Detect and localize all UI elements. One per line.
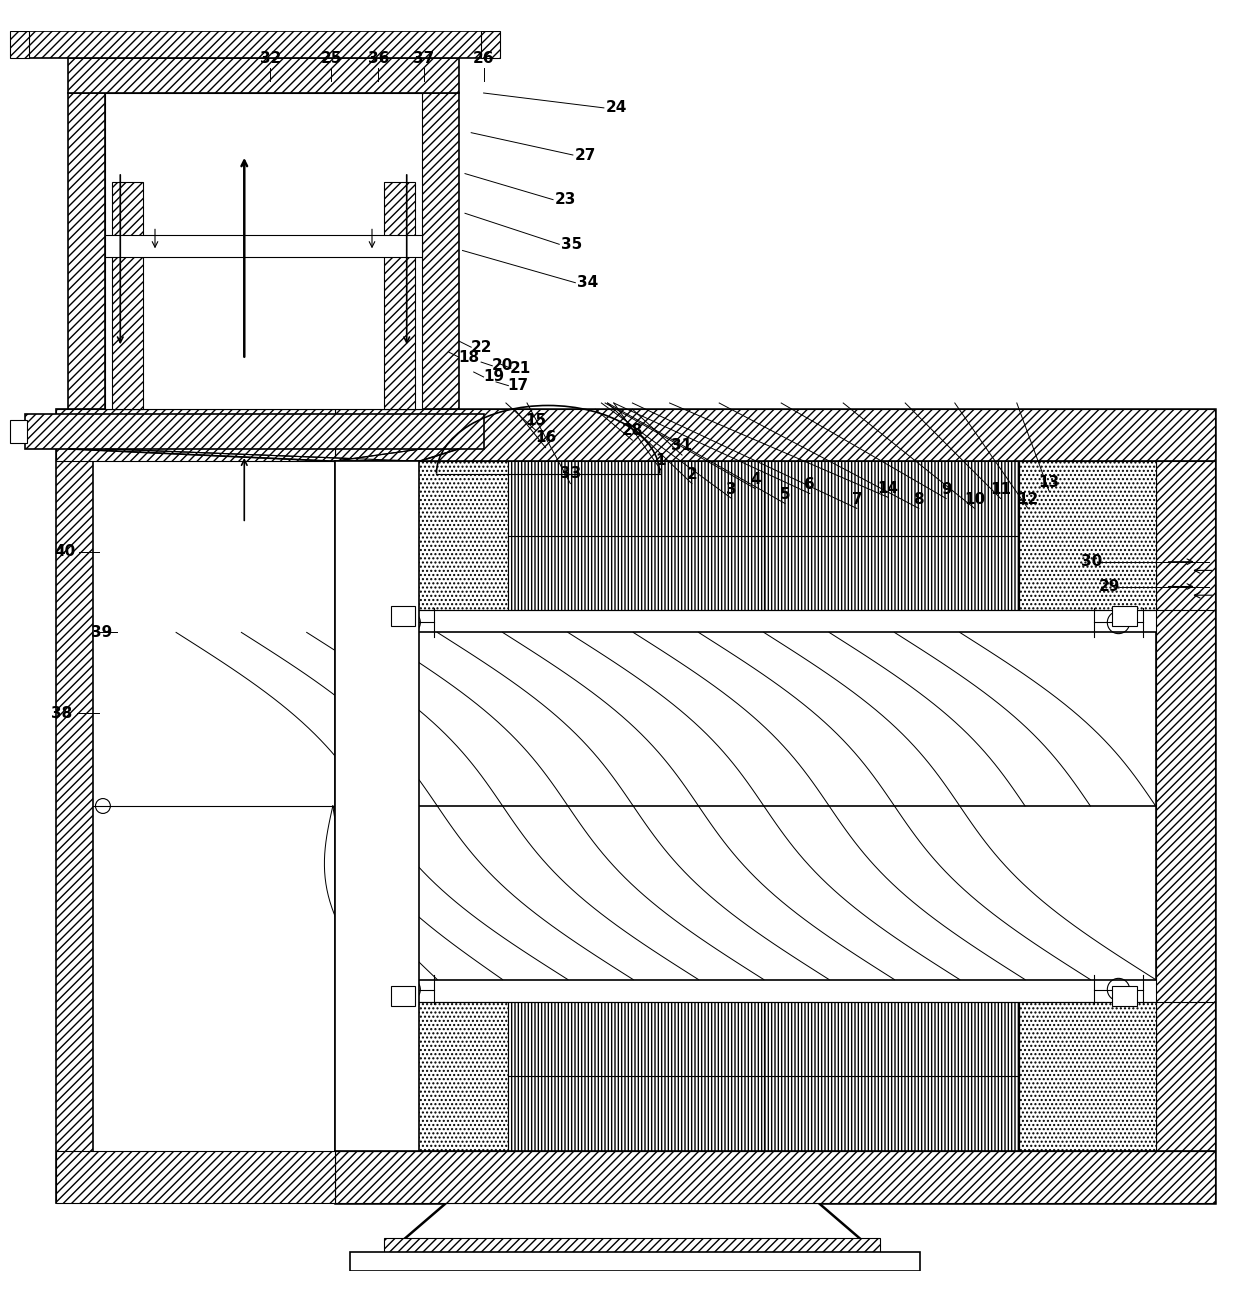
Text: 27: 27 — [574, 147, 596, 163]
Bar — [335, 1151, 1215, 1203]
Text: 14: 14 — [877, 480, 899, 496]
Text: 24: 24 — [605, 100, 627, 116]
Bar — [391, 986, 415, 1005]
Text: 11: 11 — [991, 482, 1011, 497]
Text: 6: 6 — [805, 478, 815, 492]
Bar — [68, 59, 459, 92]
Text: 35: 35 — [560, 237, 583, 251]
Text: 22: 22 — [470, 340, 492, 354]
Bar — [384, 181, 415, 409]
Text: 2: 2 — [687, 467, 697, 483]
Bar — [335, 461, 372, 1151]
Text: 8: 8 — [914, 492, 924, 508]
Bar — [1112, 986, 1137, 1005]
Text: 36: 36 — [367, 51, 389, 66]
Bar — [508, 1003, 764, 1151]
Text: 18: 18 — [458, 350, 480, 365]
Polygon shape — [68, 449, 419, 461]
Text: 26: 26 — [472, 51, 495, 66]
Text: 21: 21 — [510, 361, 532, 376]
Text: 34: 34 — [577, 275, 599, 290]
Bar — [25, 414, 484, 449]
Text: 9: 9 — [941, 482, 951, 497]
Text: 7: 7 — [852, 492, 862, 508]
Text: 3: 3 — [727, 482, 737, 497]
Bar — [764, 461, 1019, 611]
Bar — [1019, 1003, 1156, 1151]
Text: 16: 16 — [534, 430, 557, 445]
Text: 19: 19 — [482, 370, 505, 384]
Bar — [372, 1003, 508, 1151]
Text: 33: 33 — [559, 466, 582, 482]
Bar — [105, 92, 422, 409]
Text: 20: 20 — [491, 358, 513, 374]
Bar — [105, 236, 422, 258]
Bar — [335, 461, 419, 1151]
Bar — [56, 1151, 335, 1203]
Text: 38: 38 — [51, 706, 73, 720]
Bar — [335, 409, 1215, 461]
Bar — [508, 461, 764, 611]
Text: 37: 37 — [413, 51, 435, 66]
Bar — [112, 181, 143, 409]
Polygon shape — [335, 449, 459, 461]
Text: 10: 10 — [963, 492, 986, 508]
Text: 31: 31 — [671, 437, 693, 453]
Bar — [56, 409, 335, 461]
Bar — [384, 1237, 880, 1256]
Bar — [25, 31, 484, 59]
Text: 15: 15 — [525, 413, 547, 428]
Bar — [391, 607, 415, 626]
Bar — [1112, 607, 1137, 626]
Bar — [764, 1003, 1019, 1151]
Text: 13: 13 — [1038, 475, 1060, 490]
Bar — [10, 421, 27, 443]
Text: 12: 12 — [1017, 492, 1039, 508]
Text: 1: 1 — [656, 453, 666, 467]
Bar — [422, 92, 459, 409]
Bar — [372, 461, 508, 611]
Text: 32: 32 — [259, 51, 281, 66]
Text: 5: 5 — [780, 487, 790, 503]
Text: 39: 39 — [91, 625, 113, 639]
Bar — [481, 31, 500, 59]
Text: 23: 23 — [554, 193, 577, 207]
Bar — [350, 1253, 920, 1271]
Text: 17: 17 — [507, 378, 529, 393]
Bar — [1019, 461, 1156, 611]
Text: 30: 30 — [1080, 555, 1102, 569]
Bar — [335, 409, 1215, 1203]
Bar — [56, 409, 93, 1203]
Polygon shape — [384, 1203, 880, 1256]
Text: 40: 40 — [53, 544, 76, 560]
Bar — [68, 92, 105, 409]
Text: 28: 28 — [621, 423, 644, 437]
Text: 25: 25 — [320, 51, 342, 66]
Bar — [1156, 461, 1215, 1151]
Text: 29: 29 — [1099, 579, 1121, 594]
Text: 4: 4 — [750, 473, 760, 487]
Bar — [10, 31, 29, 59]
Bar — [372, 633, 1156, 979]
